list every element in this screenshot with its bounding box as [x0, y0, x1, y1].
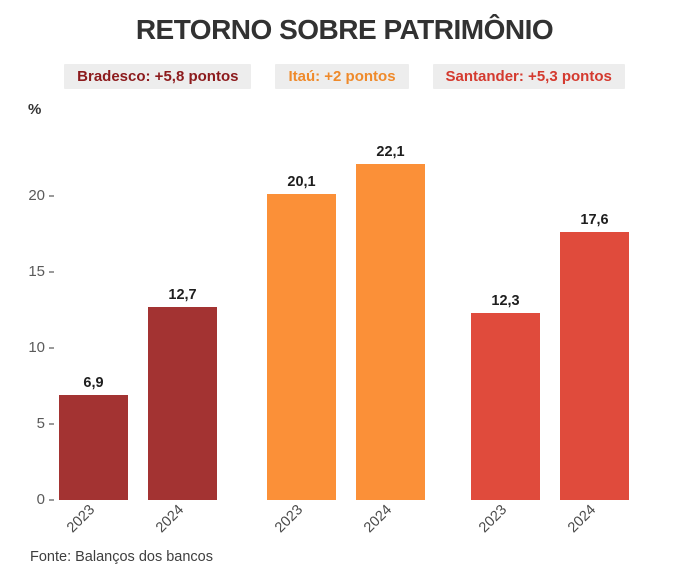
- legend-chip-itau: Itaú: +2 pontos: [275, 64, 409, 89]
- y-tick-label: 10: [28, 339, 45, 356]
- bar-bradesco-2023: [59, 395, 128, 500]
- x-tick-label: 2023: [476, 501, 511, 537]
- x-tick-label: 2023: [272, 501, 307, 537]
- x-tick-bradesco-2024: 2024: [136, 501, 205, 543]
- y-tick-mark: [49, 271, 54, 273]
- y-tick-mark: [49, 347, 54, 349]
- x-tick-santander-2024: 2024: [548, 501, 617, 543]
- bar-itau-2024: [356, 164, 425, 500]
- legend: Bradesco: +5,8 pontos Itaú: +2 pontos Sant…: [0, 64, 689, 89]
- y-tick-5: 5: [0, 414, 54, 434]
- x-tick-label: 2023: [64, 501, 99, 537]
- x-tick-itau-2023: 2023: [255, 501, 324, 543]
- value-label-santander-2024: 17,6: [580, 212, 609, 228]
- chart-title: RETORNO SOBRE PATRIMÔNIO: [135, 14, 554, 45]
- bar-itau-2023: [267, 194, 336, 500]
- bar-bradesco-2024: [148, 307, 217, 500]
- legend-chip-bradesco: Bradesco: +5,8 pontos: [64, 64, 252, 89]
- y-tick-mark: [49, 423, 54, 425]
- y-tick-15: 15: [0, 262, 54, 282]
- x-tick-santander-2023: 2023: [459, 501, 528, 543]
- x-tick-label: 2024: [565, 501, 600, 537]
- y-tick-mark: [49, 195, 54, 197]
- value-label-bradesco-2024: 12,7: [168, 287, 197, 303]
- y-axis-unit-label: %: [28, 101, 42, 118]
- value-label-itau-2024: 22,1: [376, 144, 405, 160]
- y-tick-label: 20: [28, 187, 45, 204]
- x-tick-bradesco-2023: 2023: [47, 501, 116, 543]
- bar-santander-2023: [471, 313, 540, 500]
- y-tick-label: 15: [28, 263, 45, 280]
- y-tick-label: 5: [36, 415, 45, 432]
- bar-santander-2024: [560, 232, 629, 500]
- y-tick-20: 20: [0, 186, 54, 206]
- y-tick-mark: [49, 499, 54, 501]
- y-tick-10: 10: [0, 338, 54, 358]
- y-tick-0: 0: [0, 490, 54, 510]
- source-note: Fonte: Balanços dos bancos: [30, 549, 213, 565]
- legend-chip-santander: Santander: +5,3 pontos: [432, 64, 625, 89]
- x-tick-label: 2024: [361, 501, 396, 537]
- x-tick-itau-2024: 2024: [344, 501, 413, 543]
- x-tick-label: 2024: [153, 501, 188, 537]
- y-tick-label: 0: [36, 491, 45, 508]
- value-label-itau-2023: 20,1: [287, 174, 316, 190]
- value-label-bradesco-2023: 6,9: [83, 375, 104, 391]
- value-label-santander-2023: 12,3: [491, 293, 520, 309]
